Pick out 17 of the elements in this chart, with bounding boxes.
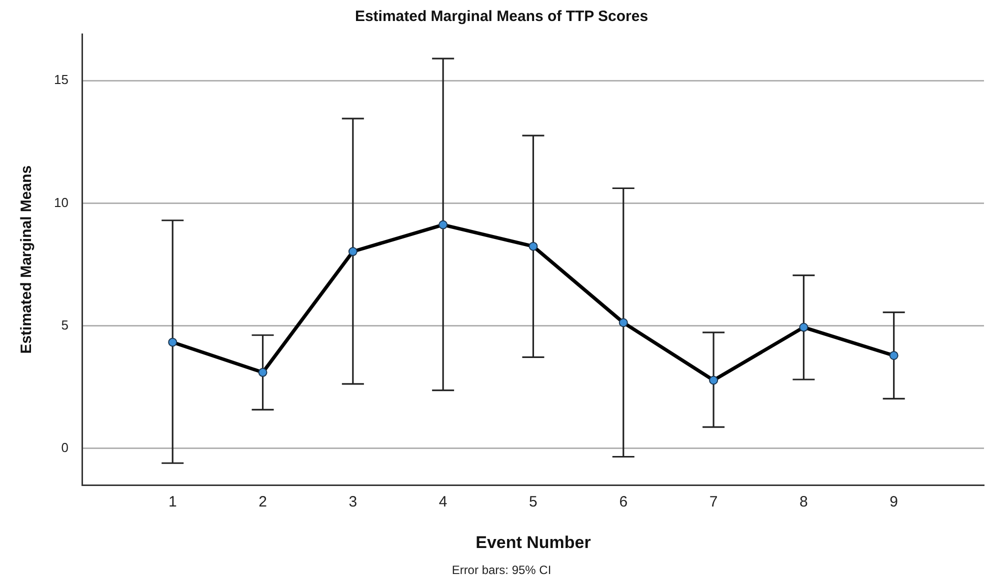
y-tick-label: 5 [61, 317, 68, 332]
y-tick-label: 15 [54, 72, 68, 88]
y-axis-title: Estimated Marginal Means [18, 165, 36, 354]
y-tick-label: 10 [54, 194, 68, 210]
x-tick-label: 5 [529, 493, 538, 510]
x-tick-label: 2 [258, 493, 267, 510]
x-tick-label: 7 [709, 493, 718, 510]
x-tick-label: 9 [890, 493, 898, 510]
x-tick-label: 1 [168, 493, 177, 510]
x-tick-label: 3 [348, 493, 358, 510]
chart-title: Estimated Marginal Means of TTP Scores [354, 8, 648, 26]
x-axis-title: Event Number [476, 533, 592, 552]
x-tick-label: 4 [438, 493, 448, 510]
x-tick-label: 8 [800, 493, 808, 510]
y-tick-label: 0 [61, 440, 68, 455]
x-tick-label: 6 [619, 493, 628, 510]
text: Error bars: 95% CI [452, 563, 552, 578]
